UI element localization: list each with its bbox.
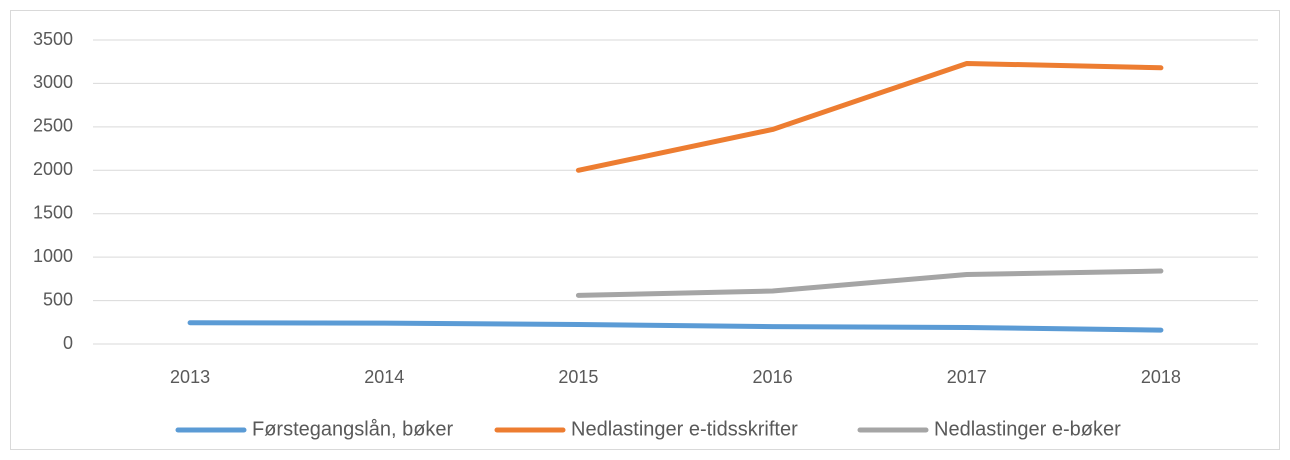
legend-label: Nedlastinger e-bøker — [934, 418, 1121, 440]
y-tick-label: 1000 — [33, 246, 73, 266]
x-tick-label: 2015 — [558, 367, 598, 387]
series-line — [575, 268, 1164, 298]
x-tick-label: 2014 — [364, 367, 404, 387]
legend-label: Førstegangslån, bøker — [252, 418, 454, 440]
series-line — [187, 320, 1164, 333]
y-tick-label: 500 — [43, 289, 73, 309]
series-line — [575, 60, 1164, 173]
x-tick-label: 2017 — [947, 367, 987, 387]
y-tick-label: 0 — [63, 333, 73, 353]
x-tick-label: 2016 — [753, 367, 793, 387]
y-tick-label: 2000 — [33, 159, 73, 179]
y-tick-label: 3000 — [33, 72, 73, 92]
y-tick-label: 2500 — [33, 116, 73, 136]
x-tick-label: 2013 — [170, 367, 210, 387]
legend-label: Nedlastinger e-tidsskrifter — [571, 418, 798, 440]
y-tick-label: 3500 — [33, 29, 73, 49]
x-tick-label: 2018 — [1141, 367, 1181, 387]
y-tick-label: 1500 — [33, 202, 73, 222]
